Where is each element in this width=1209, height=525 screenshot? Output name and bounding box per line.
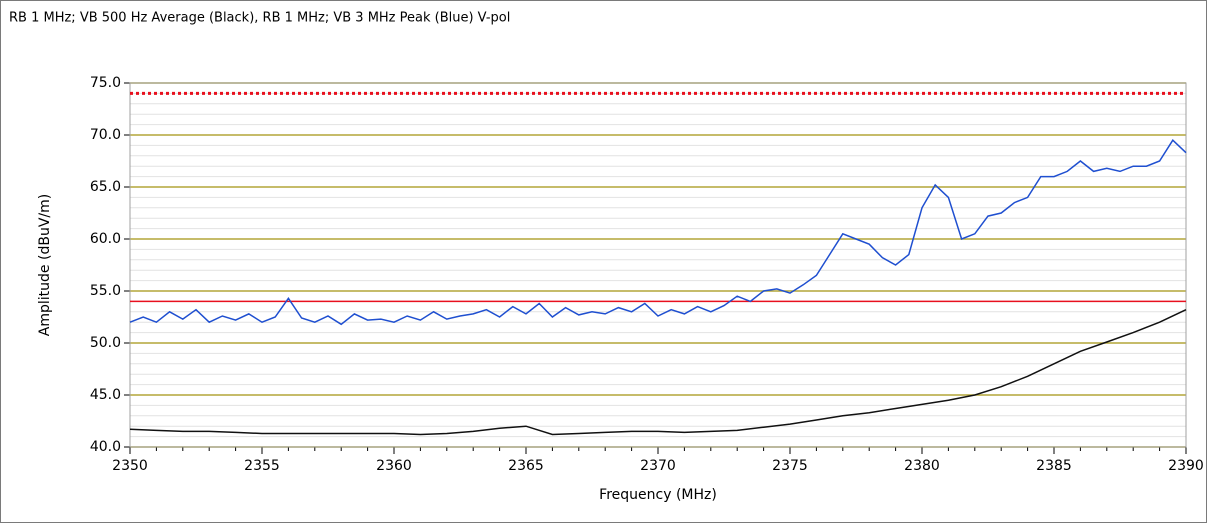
x-tick-label: 2350 (112, 458, 148, 474)
x-tick-label: 2390 (1168, 458, 1204, 474)
chart-title: RB 1 MHz; VB 500 Hz Average (Black), RB … (9, 11, 510, 26)
plot-frame (129, 82, 1187, 448)
y-tick-label: 40.0 (90, 439, 121, 455)
y-tick-label: 45.0 (90, 387, 121, 403)
x-tick-label: 2370 (640, 458, 676, 474)
y-tick-label: 75.0 (90, 75, 121, 91)
y-tick-label: 70.0 (90, 127, 121, 143)
x-tick-label: 2375 (772, 458, 808, 474)
y-tick-label: 50.0 (90, 335, 121, 351)
x-axis-label: Frequency (MHz) (599, 487, 717, 503)
series-line (129, 309, 1187, 436)
x-tick-label: 2385 (1036, 458, 1072, 474)
y-axis-label: Amplitude (dBuV/m) (37, 194, 53, 336)
x-tick-label: 2355 (244, 458, 280, 474)
y-tick-label: 55.0 (90, 283, 121, 299)
y-tick-label: 65.0 (90, 179, 121, 195)
y-tick-label: 60.0 (90, 231, 121, 247)
x-tick-label: 2360 (376, 458, 412, 474)
x-tick-label: 2380 (904, 458, 940, 474)
series-line (129, 139, 1187, 326)
x-tick-label: 2365 (508, 458, 544, 474)
